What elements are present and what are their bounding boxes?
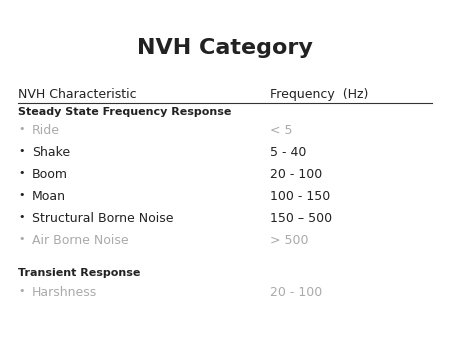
Text: 150 – 500: 150 – 500 [270,212,332,225]
Text: •: • [18,190,24,200]
Text: Harshness: Harshness [32,286,97,299]
Text: Shake: Shake [32,146,70,159]
Text: 5 - 40: 5 - 40 [270,146,306,159]
Text: 100 - 150: 100 - 150 [270,190,330,203]
Text: Boom: Boom [32,168,68,181]
Text: •: • [18,212,24,222]
Text: 20 - 100: 20 - 100 [270,168,322,181]
Text: •: • [18,286,24,296]
Text: •: • [18,146,24,156]
Text: > 500: > 500 [270,234,309,247]
Text: •: • [18,234,24,244]
Text: NVH Characteristic: NVH Characteristic [18,88,137,101]
Text: Steady State Frequency Response: Steady State Frequency Response [18,107,231,117]
Text: Transient Response: Transient Response [18,268,140,278]
Text: 20 - 100: 20 - 100 [270,286,322,299]
Text: < 5: < 5 [270,124,292,137]
Text: Air Borne Noise: Air Borne Noise [32,234,129,247]
Text: •: • [18,168,24,178]
Text: Structural Borne Noise: Structural Borne Noise [32,212,174,225]
Text: NVH Category: NVH Category [137,38,313,58]
Text: Moan: Moan [32,190,66,203]
Text: Ride: Ride [32,124,60,137]
Text: Frequency  (Hz): Frequency (Hz) [270,88,369,101]
Text: •: • [18,124,24,134]
